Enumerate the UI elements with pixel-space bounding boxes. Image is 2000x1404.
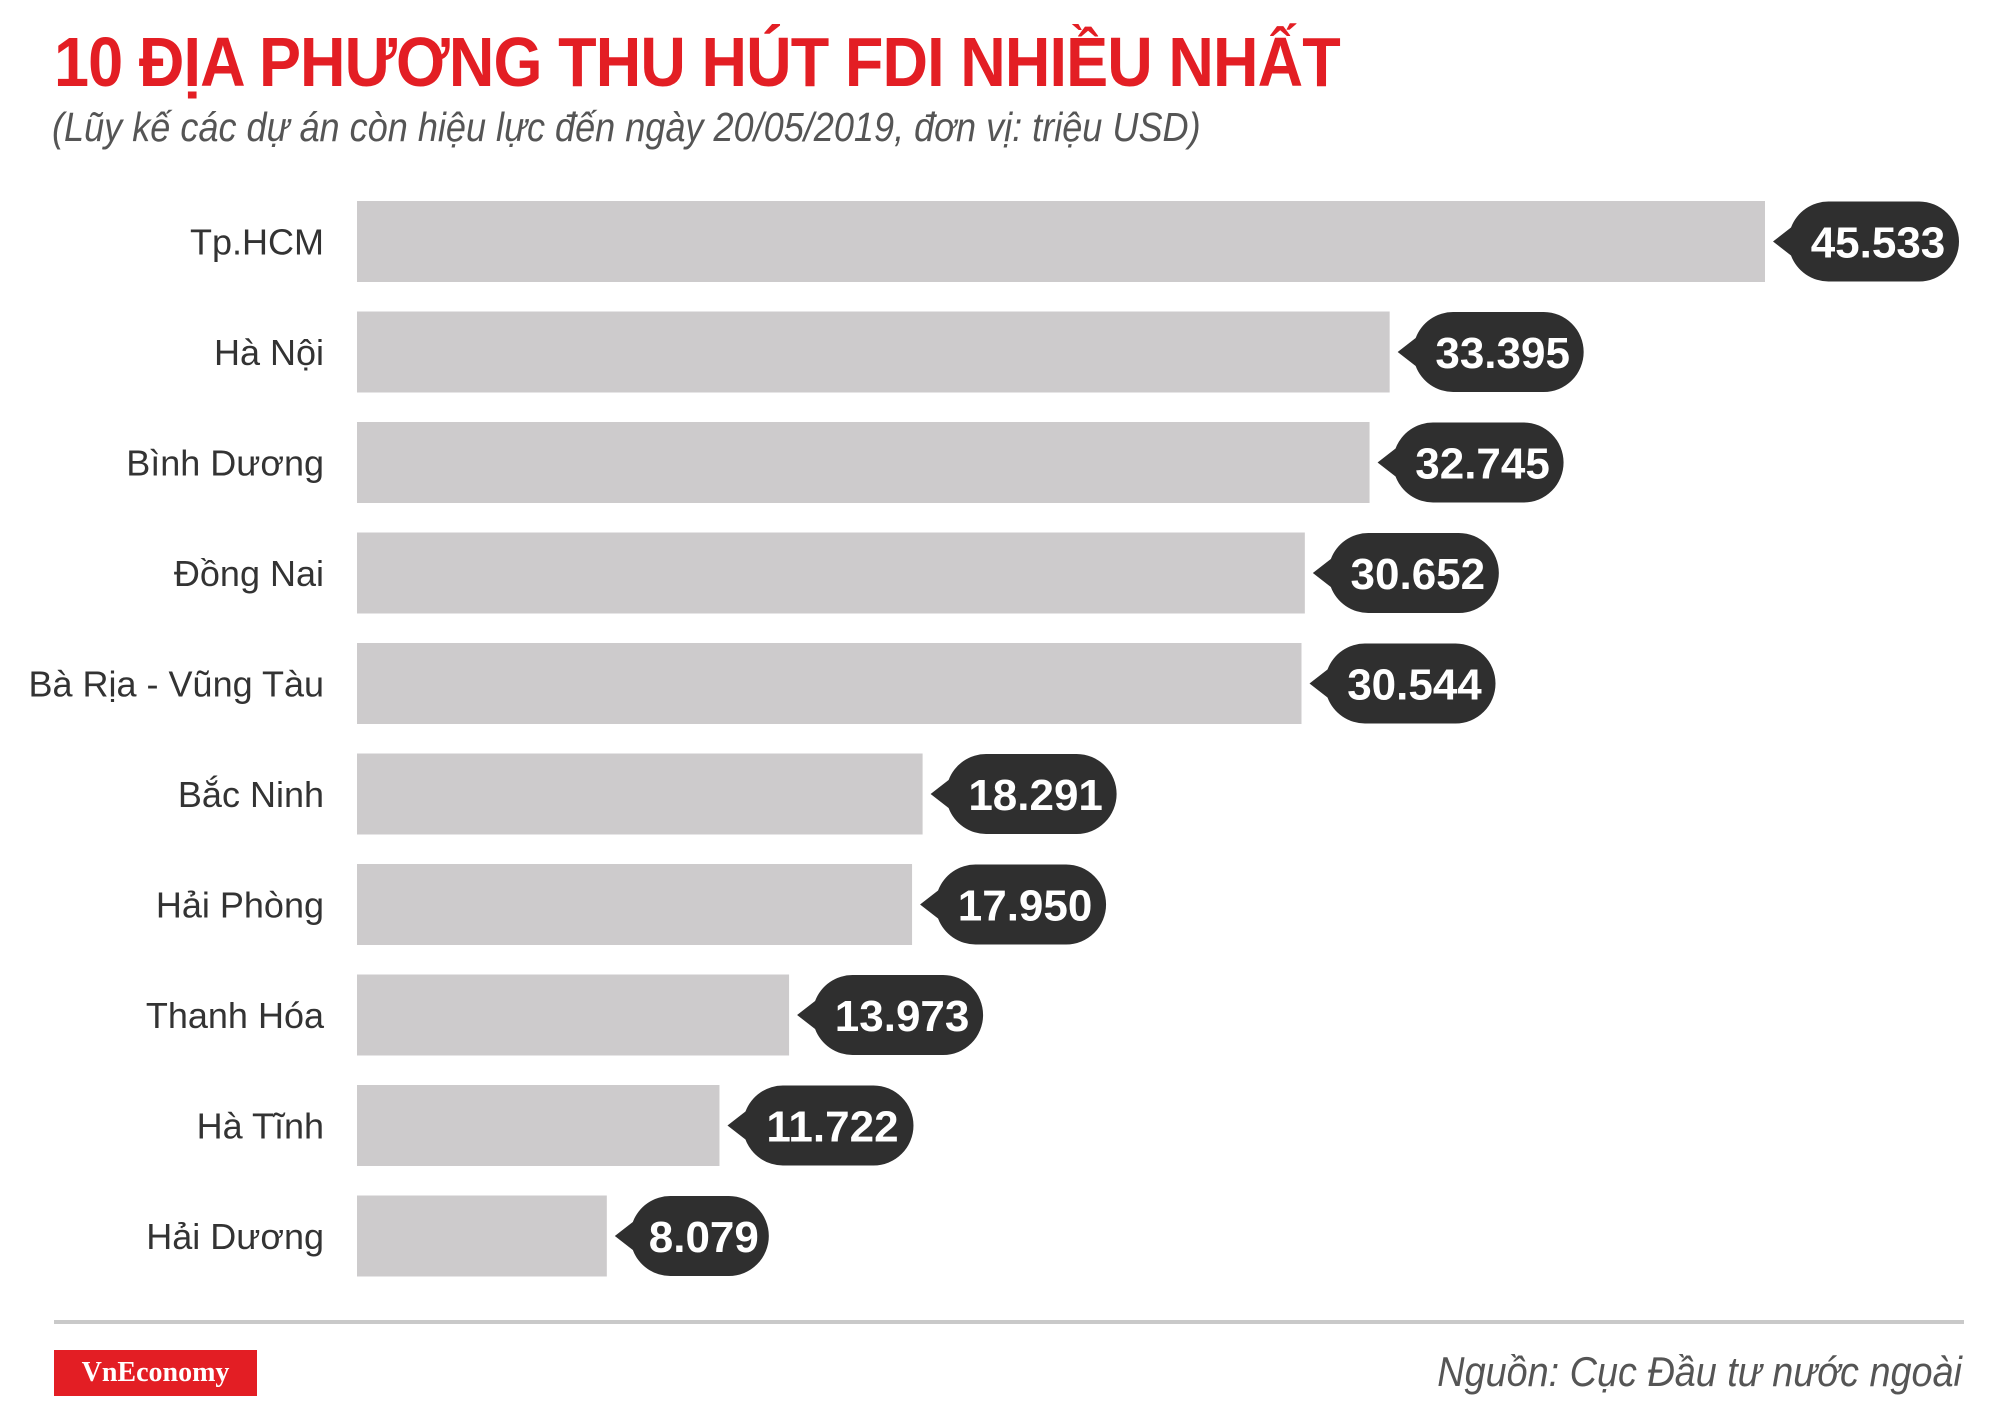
value-label: 45.533 <box>1811 219 1946 268</box>
value-label: 17.950 <box>958 882 1093 931</box>
bar <box>357 974 790 1056</box>
value-label: 13.973 <box>835 992 970 1041</box>
category-label: Bà Rịa - Vũng Tàu <box>28 664 324 705</box>
value-bubble-shape <box>614 1195 769 1277</box>
value-label: 32.745 <box>1415 440 1550 489</box>
bar <box>357 311 1390 393</box>
value-bubble: 45.533 <box>1773 201 1960 282</box>
bar <box>357 201 1765 282</box>
category-label: Thanh Hóa <box>146 995 325 1036</box>
value-bubble-shape <box>920 864 1107 945</box>
bar <box>357 422 1370 503</box>
value-bubble-shape <box>1309 643 1496 724</box>
value-bubble-shape <box>1312 532 1499 614</box>
category-label: Bắc Ninh <box>178 774 324 815</box>
bar-chart: Tp.HCM 45.533 Hà Nội 33.395 Bình Dương 32.745… <box>28 201 1960 1277</box>
category-label: Bình Dương <box>126 443 324 484</box>
bar <box>357 1195 607 1277</box>
value-bubble: 30.652 <box>1312 532 1499 614</box>
value-label: 30.544 <box>1347 661 1482 710</box>
value-label: 33.395 <box>1435 329 1570 378</box>
value-bubble: 30.544 <box>1309 643 1496 724</box>
footer-divider <box>54 1320 1964 1324</box>
bar <box>357 753 923 835</box>
value-bubble-shape <box>1377 422 1564 503</box>
value-label: 11.722 <box>766 1103 898 1152</box>
vneconomy-logo: VnEconomy <box>54 1350 257 1396</box>
category-label: Hải Phòng <box>156 885 324 926</box>
value-bubble: 11.722 <box>727 1085 914 1166</box>
bar <box>357 643 1302 724</box>
category-label: Tp.HCM <box>190 222 324 263</box>
bar <box>357 532 1305 614</box>
value-bubble: 8.079 <box>614 1195 769 1277</box>
category-label: Hà Nội <box>214 332 324 373</box>
bar <box>357 1085 720 1166</box>
category-label: Hải Dương <box>146 1216 324 1257</box>
value-bubble-shape <box>1397 311 1584 393</box>
value-bubble-shape <box>727 1085 914 1166</box>
value-bubble: 32.745 <box>1377 422 1564 503</box>
value-bubble: 33.395 <box>1397 311 1584 393</box>
source-note: Nguồn: Cục Đầu tư nước ngoài <box>1437 1348 1962 1395</box>
value-bubble: 17.950 <box>920 864 1107 945</box>
value-bubble-shape <box>930 753 1117 835</box>
value-bubble-shape <box>1773 201 1960 282</box>
bar <box>357 864 913 945</box>
category-label: Đồng Nai <box>174 553 324 594</box>
value-bubble: 13.973 <box>797 974 984 1056</box>
value-label: 30.652 <box>1351 550 1486 599</box>
value-label: 8.079 <box>649 1213 759 1262</box>
value-bubble-shape <box>797 974 984 1056</box>
chart-title: 10 ĐỊA PHƯƠNG THU HÚT FDI NHIỀU NHẤT <box>54 23 1341 101</box>
value-bubble: 18.291 <box>930 753 1117 835</box>
chart-subtitle: (Lũy kế các dự án còn hiệu lực đến ngày … <box>52 104 1201 150</box>
category-label: Hà Tĩnh <box>197 1106 324 1147</box>
value-label: 18.291 <box>968 771 1103 820</box>
